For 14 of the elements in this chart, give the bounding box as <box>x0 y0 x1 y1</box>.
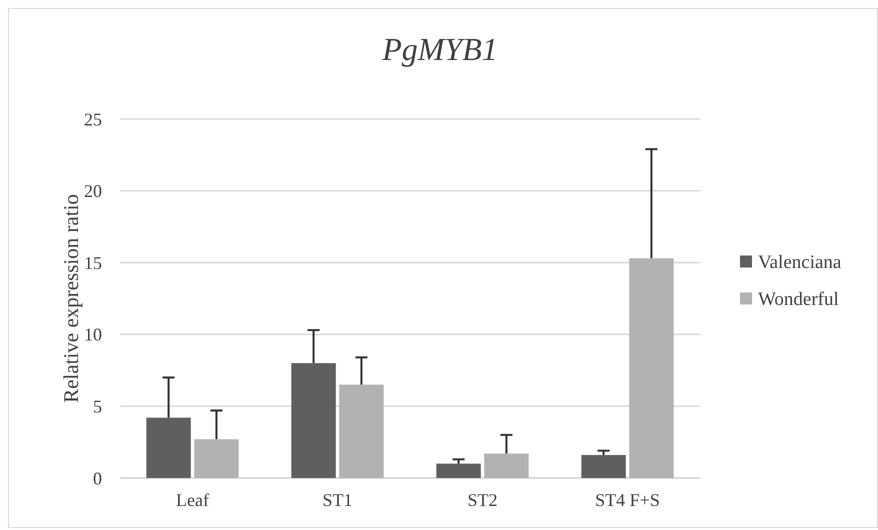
x-tick-label: ST2 <box>467 490 498 510</box>
legend-label: Valenciana <box>758 252 842 274</box>
y-tick-label: 25 <box>84 109 102 130</box>
y-tick-label: 5 <box>93 396 102 416</box>
legend-label: Wonderful <box>758 289 839 310</box>
y-tick-label: 15 <box>84 252 102 273</box>
y-tick-label: 10 <box>84 324 102 345</box>
x-tick-label: Leaf <box>176 490 209 510</box>
chart-title: PgMYB1 <box>381 31 498 67</box>
y-tick-label: 0 <box>93 468 102 488</box>
y-tick-label: 20 <box>84 181 102 202</box>
x-tick-label: ST1 <box>322 490 353 510</box>
y-axis-title: Relative expression ratio <box>59 194 83 403</box>
x-tick-label: ST4 F+S <box>595 490 660 510</box>
